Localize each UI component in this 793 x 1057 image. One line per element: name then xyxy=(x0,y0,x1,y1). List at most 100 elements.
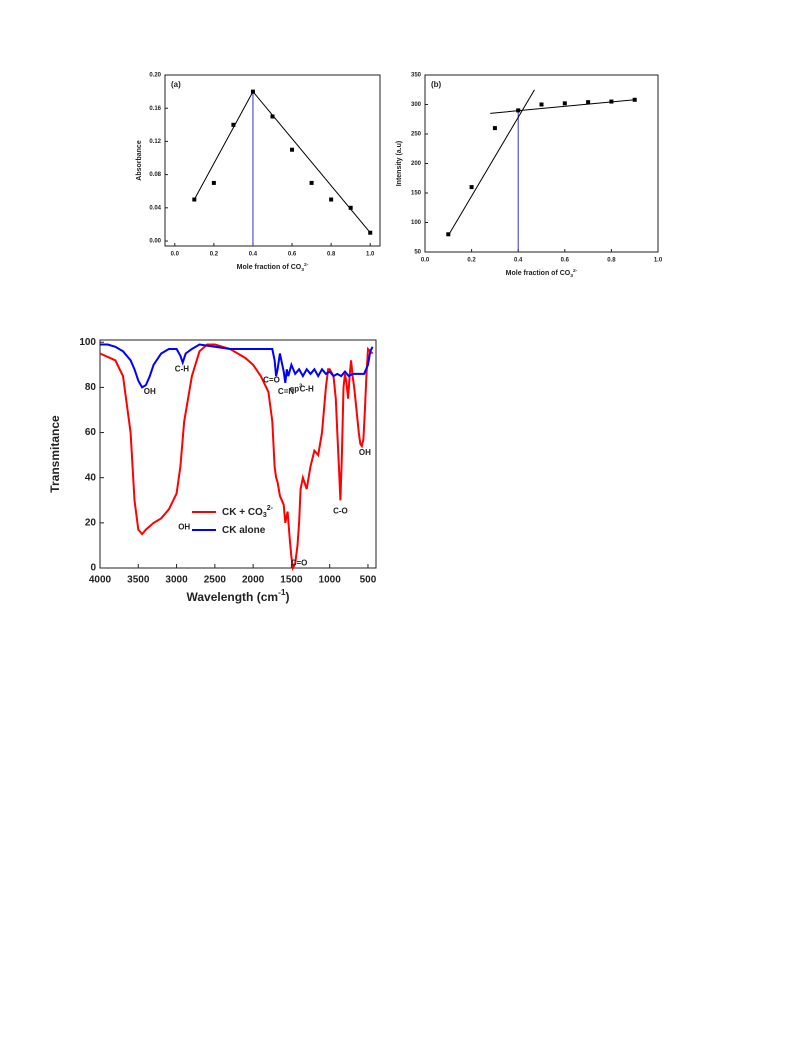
y-axis-label: Intensity (a.u) xyxy=(396,141,403,187)
data-point xyxy=(632,97,637,102)
x-axis-label: Mole fraction of CO32- xyxy=(506,268,578,279)
annotation: C-H xyxy=(300,385,314,394)
y-tick-label: 150 xyxy=(411,191,422,197)
data-point xyxy=(329,197,334,202)
text-part: C-O xyxy=(333,507,348,516)
text-part: Mole fraction of CO xyxy=(237,264,302,271)
x-tick-label: 0.2 xyxy=(210,252,219,258)
text-part: 2- xyxy=(304,262,309,268)
y-tick-label: 100 xyxy=(411,220,422,226)
text-part: C=O xyxy=(263,376,280,385)
x-tick-label: 2500 xyxy=(204,575,227,586)
y-tick-label: 0.20 xyxy=(149,73,161,79)
x-tick-label: 500 xyxy=(360,575,377,586)
x-tick-label: 0.4 xyxy=(514,258,523,264)
text-part: CK + CO xyxy=(222,507,263,518)
data-point xyxy=(516,108,521,113)
data-point xyxy=(290,147,295,152)
data-point xyxy=(270,114,275,119)
data-point xyxy=(211,180,216,185)
text-part: C-H xyxy=(300,385,314,394)
text-part: 3 xyxy=(301,267,304,273)
data-point xyxy=(609,99,614,104)
text-part: Mole fraction of CO xyxy=(506,270,571,277)
data-point xyxy=(348,205,353,210)
x-tick-label: 0.0 xyxy=(171,252,180,258)
y-tick-label: 80 xyxy=(85,382,97,393)
x-tick-label: 0.6 xyxy=(288,252,297,258)
text-part: Transmitance xyxy=(48,415,62,493)
y-tick-label: 100 xyxy=(79,337,96,348)
text-part: OH xyxy=(359,448,371,457)
annotation: OH xyxy=(178,522,190,531)
panel-label: (b) xyxy=(431,80,442,89)
series-line xyxy=(99,343,374,572)
text-part: 3 xyxy=(299,384,302,390)
annotation: C=O xyxy=(291,559,308,568)
y-tick-label: 0.04 xyxy=(149,205,161,211)
x-axis-label: Wavelength (cm-1) xyxy=(186,587,289,604)
data-point xyxy=(539,102,544,107)
y-tick-label: 0 xyxy=(90,563,96,574)
x-axis-label: Mole fraction of CO32- xyxy=(237,262,309,273)
text-part: CK alone xyxy=(222,525,266,536)
text-part: C-H xyxy=(175,364,189,373)
text-part: C=N xyxy=(278,387,294,396)
y-axis-label: Absorbance xyxy=(136,140,143,181)
legend-label: CK + CO32- xyxy=(222,505,274,519)
data-point xyxy=(562,101,567,106)
text-part: 3 xyxy=(263,512,267,519)
text-part: OH xyxy=(144,387,156,396)
data-point xyxy=(309,180,314,185)
panel-label: (a) xyxy=(171,80,181,89)
y-tick-label: 0.16 xyxy=(149,106,161,112)
data-point xyxy=(586,100,591,105)
text-part: 3 xyxy=(570,273,573,279)
data-point xyxy=(250,89,255,94)
data-point xyxy=(192,197,197,202)
x-tick-label: 2000 xyxy=(242,575,265,586)
text-part: 2- xyxy=(573,268,578,274)
series-line xyxy=(100,343,374,389)
x-tick-label: 1.0 xyxy=(654,258,663,264)
y-tick-label: 350 xyxy=(411,73,422,79)
data-point xyxy=(368,230,373,235)
plot-frame xyxy=(164,74,381,247)
data-point xyxy=(446,232,451,237)
text-part: C=O xyxy=(291,559,308,568)
fit-line xyxy=(447,89,535,236)
x-tick-label: 0.4 xyxy=(249,252,258,258)
data-point xyxy=(492,126,497,131)
x-tick-label: 1000 xyxy=(319,575,342,586)
annotation: C=O xyxy=(263,376,280,385)
x-tick-label: 0.8 xyxy=(607,258,616,264)
x-tick-label: 0.6 xyxy=(561,258,570,264)
legend-label: CK alone xyxy=(222,525,266,536)
text-part: OH xyxy=(178,522,190,531)
y-tick-label: 20 xyxy=(85,517,97,528)
y-tick-label: 0.08 xyxy=(149,172,161,178)
annotation: C-O xyxy=(333,507,348,516)
x-tick-label: 1.0 xyxy=(366,252,375,258)
plot-frame xyxy=(99,339,377,569)
data-point xyxy=(469,185,474,190)
y-tick-label: 60 xyxy=(85,427,97,438)
y-tick-label: 40 xyxy=(85,472,97,483)
annotation: sp3 xyxy=(290,384,302,394)
annotation: C=N xyxy=(278,387,294,396)
fit-line xyxy=(193,91,254,200)
fit-line xyxy=(252,91,371,234)
y-tick-label: 250 xyxy=(411,132,422,138)
x-tick-label: 1500 xyxy=(280,575,303,586)
x-tick-label: 3000 xyxy=(165,575,188,586)
x-tick-label: 0.0 xyxy=(421,258,430,264)
text-part: Intensity (a.u) xyxy=(396,141,403,187)
annotation: C-H xyxy=(175,364,189,373)
y-tick-label: 200 xyxy=(411,161,422,167)
text-part: Absorbance xyxy=(136,140,143,181)
text-part: Wavelength (cm xyxy=(186,590,278,604)
text-part: sp xyxy=(290,385,299,394)
x-tick-label: 0.2 xyxy=(467,258,476,264)
plot-frame xyxy=(424,74,659,253)
